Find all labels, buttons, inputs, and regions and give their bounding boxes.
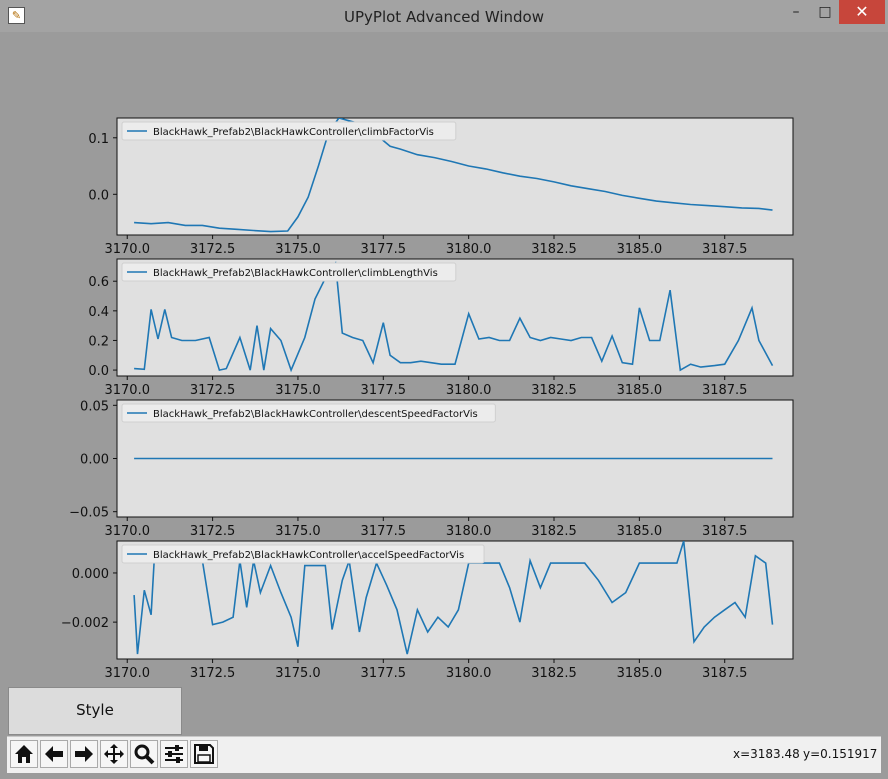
x-tick-label: 3182.5 bbox=[531, 242, 577, 257]
cursor-x-readout: x=3183.48 bbox=[733, 747, 800, 761]
x-tick-label: 3177.5 bbox=[361, 666, 407, 681]
minimize-button[interactable]: – bbox=[792, 4, 800, 20]
x-tick-label: 3172.5 bbox=[190, 242, 236, 257]
pan-button[interactable] bbox=[100, 740, 128, 768]
maximize-button[interactable]: □ bbox=[818, 4, 832, 20]
x-tick-label: 3185.0 bbox=[617, 383, 663, 398]
configure-subplots-button[interactable] bbox=[160, 740, 188, 768]
subplot-1: 3170.0 3172.5 3175.0 3177.5 3180.0 3182.5 3185… bbox=[88, 117, 794, 257]
forward-button[interactable] bbox=[70, 740, 98, 768]
y-tick-label: 0.00 bbox=[80, 453, 109, 468]
legend-label: BlackHawk_Prefab2\BlackHawkController\ac… bbox=[153, 550, 464, 561]
x-tick-label: 3172.5 bbox=[190, 666, 236, 681]
figure-canvas[interactable]: 3170.0 3172.5 3175.0 3177.5 3180.0 3182.5 3185… bbox=[7, 32, 881, 684]
x-tick-label: 3177.5 bbox=[361, 242, 407, 257]
y-tick-label: 0.1 bbox=[88, 132, 109, 147]
back-icon bbox=[45, 746, 63, 762]
x-tick-label: 3187.5 bbox=[702, 383, 748, 398]
x-tick-label: 3182.5 bbox=[531, 666, 577, 681]
x-tick-label: 3180.0 bbox=[446, 383, 492, 398]
series-line bbox=[134, 118, 773, 233]
subplot-4: 3170.0 3172.5 3175.0 3177.5 3180.0 3182.5 3185… bbox=[61, 540, 794, 681]
y-tick-label: 0.0 bbox=[88, 188, 109, 203]
zoom-button[interactable] bbox=[130, 740, 158, 768]
close-button[interactable]: ✕ bbox=[839, 0, 885, 24]
x-tick-label: 3172.5 bbox=[190, 524, 236, 539]
configure-subplots-icon bbox=[165, 745, 183, 763]
x-tick-label: 3177.5 bbox=[361, 524, 407, 539]
zoom-icon bbox=[134, 744, 155, 765]
legend-label: BlackHawk_Prefab2\BlackHawkController\de… bbox=[153, 409, 478, 420]
legend-box bbox=[121, 544, 485, 564]
x-tick-label: 3172.5 bbox=[190, 383, 236, 398]
legend: BlackHawk_Prefab2\BlackHawkController\cl… bbox=[121, 121, 457, 141]
subplot-2: 3170.0 3172.5 3175.0 3177.5 3180.0 3182.5 3185… bbox=[88, 258, 794, 398]
x-tick-label: 3182.5 bbox=[531, 524, 577, 539]
home-button[interactable] bbox=[10, 740, 38, 768]
x-tick-label: 3170.0 bbox=[104, 666, 150, 681]
x-tick-label: 3182.5 bbox=[531, 383, 577, 398]
y-tick-label: 0.000 bbox=[72, 567, 109, 582]
x-tick-label: 3170.0 bbox=[104, 383, 150, 398]
y-tick-label: 0.0 bbox=[88, 364, 109, 379]
legend: BlackHawk_Prefab2\BlackHawkController\cl… bbox=[121, 262, 457, 282]
x-tick-label: 3180.0 bbox=[446, 242, 492, 257]
x-tick-label: 3170.0 bbox=[104, 524, 150, 539]
figure-svg[interactable]: 3170.0 3172.5 3175.0 3177.5 3180.0 3182.5 3185… bbox=[7, 32, 881, 684]
legend-box bbox=[121, 121, 457, 141]
x-tick-label: 3185.0 bbox=[617, 242, 663, 257]
window-title: UPyPlot Advanced Window bbox=[344, 8, 544, 26]
y-tick-label: −0.05 bbox=[69, 506, 109, 521]
app-icon: ✎ bbox=[8, 7, 25, 24]
x-tick-label: 3180.0 bbox=[446, 666, 492, 681]
y-tick-label: 0.05 bbox=[80, 399, 109, 414]
title-bar: ✎ UPyPlot Advanced Window – □ ✕ bbox=[0, 0, 888, 32]
series-line bbox=[133, 541, 774, 655]
legend: BlackHawk_Prefab2\BlackHawkController\ac… bbox=[121, 544, 485, 564]
y-tick-label: 0.4 bbox=[88, 305, 109, 320]
y-tick-label: 0.6 bbox=[88, 275, 109, 290]
x-tick-label: 3187.5 bbox=[702, 666, 748, 681]
back-button[interactable] bbox=[40, 740, 68, 768]
x-tick-label: 3180.0 bbox=[446, 524, 492, 539]
x-tick-label: 3177.5 bbox=[361, 383, 407, 398]
y-tick-label: 0.2 bbox=[88, 334, 109, 349]
legend-label: BlackHawk_Prefab2\BlackHawkController\cl… bbox=[153, 268, 438, 279]
x-tick-label: 3187.5 bbox=[702, 524, 748, 539]
x-tick-label: 3170.0 bbox=[104, 242, 150, 257]
home-icon bbox=[15, 745, 33, 763]
x-tick-label: 3175.0 bbox=[275, 524, 321, 539]
x-tick-label: 3187.5 bbox=[702, 242, 748, 257]
x-tick-label: 3185.0 bbox=[617, 524, 663, 539]
legend-box bbox=[121, 403, 496, 423]
x-tick-label: 3175.0 bbox=[275, 666, 321, 681]
style-button[interactable]: Style bbox=[8, 687, 182, 735]
y-tick-label: −0.002 bbox=[61, 616, 109, 631]
subplot-3: 3170.0 3172.5 3175.0 3177.5 3180.0 3182.5 3185… bbox=[69, 399, 794, 539]
legend-label: BlackHawk_Prefab2\BlackHawkController\cl… bbox=[153, 127, 434, 138]
navigation-toolbar: x=3183.48 y=0.151917 bbox=[7, 736, 881, 773]
save-icon bbox=[194, 744, 214, 764]
save-button[interactable] bbox=[190, 740, 218, 768]
legend: BlackHawk_Prefab2\BlackHawkController\de… bbox=[121, 403, 496, 423]
forward-icon bbox=[75, 746, 93, 762]
x-tick-label: 3185.0 bbox=[617, 666, 663, 681]
series-line bbox=[134, 261, 774, 373]
x-tick-label: 3175.0 bbox=[275, 383, 321, 398]
x-tick-label: 3175.0 bbox=[275, 242, 321, 257]
legend-box bbox=[121, 262, 457, 282]
cursor-y-readout: y=0.151917 bbox=[803, 747, 878, 761]
pan-icon bbox=[104, 744, 124, 764]
